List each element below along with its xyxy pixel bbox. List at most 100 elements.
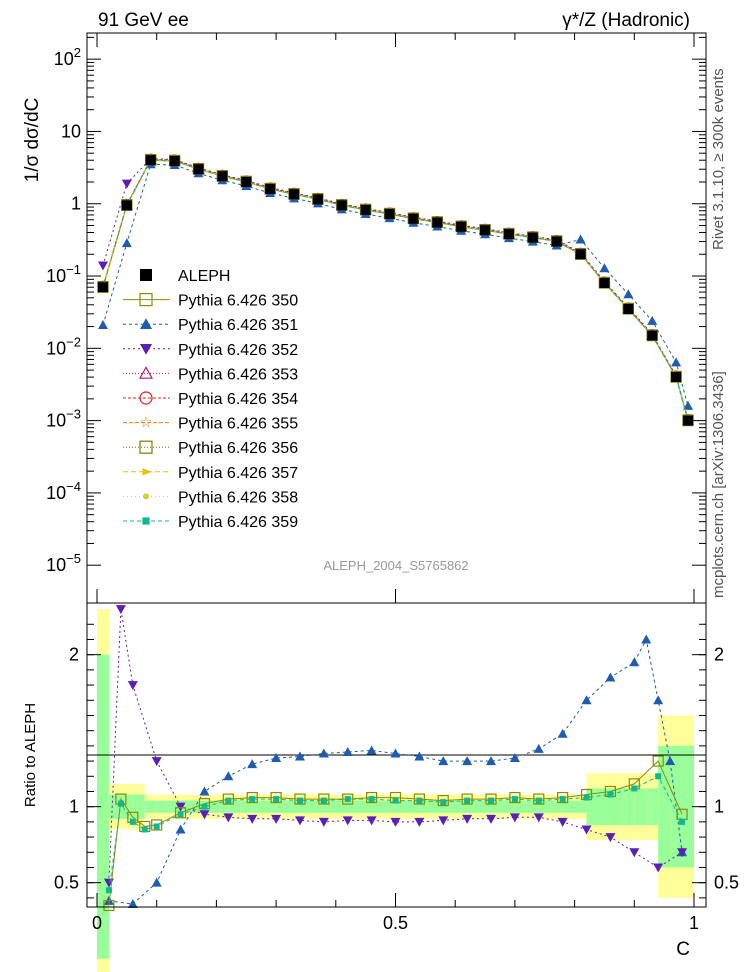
ratio-line-p359	[108, 775, 683, 891]
ratio-point-p359	[296, 797, 303, 804]
ratio-point-p352	[605, 833, 616, 843]
ratio-point-p352	[677, 848, 688, 858]
ratio-y-tick-label: 2	[69, 645, 79, 665]
ratio-point-p351	[223, 771, 234, 781]
ratio-point-p359	[201, 803, 208, 810]
ratio-band-green	[192, 800, 205, 813]
ratio-point-p351	[247, 759, 258, 769]
legend-label-p355: Pythia 6.426 355	[178, 416, 298, 433]
ratio-band-green	[144, 800, 157, 813]
ratio-point-p352	[342, 816, 353, 826]
ratio-band-green	[455, 800, 468, 813]
ratio-point-p351	[342, 746, 353, 756]
ratio-point-p351	[557, 728, 568, 738]
point-p352	[121, 179, 132, 189]
legend-marker-p357	[142, 468, 152, 476]
ratio-band-green	[598, 788, 611, 825]
ratio-band-green	[252, 800, 265, 813]
ratio-point-p350	[222, 793, 234, 805]
point-data	[336, 200, 347, 211]
x-tick-label: 0	[92, 913, 102, 933]
ratio-band-green	[491, 800, 503, 813]
ratio-point-p359	[177, 811, 184, 818]
ratio-point-p350	[509, 791, 521, 804]
point-data	[145, 155, 156, 166]
ratio-point-p352	[115, 605, 126, 615]
ratio-band-green	[383, 800, 396, 813]
legend-marker-p358	[143, 493, 149, 500]
ratio-band-green	[574, 800, 587, 813]
ratio-point-p351	[509, 753, 520, 763]
ratio-band-green	[347, 800, 360, 813]
ratio-line-p351	[108, 638, 683, 905]
point-p351	[671, 357, 682, 367]
ratio-band-green	[97, 654, 109, 959]
ratio-point-p351	[318, 748, 329, 758]
ratio-band-green	[431, 800, 444, 813]
ratio-point-p359	[153, 823, 160, 830]
legend-label-p356: Pythia 6.426 356	[178, 440, 298, 457]
ratio-point-p352	[294, 816, 305, 826]
ratio-band-green	[634, 788, 647, 825]
ratio-point-p352	[581, 825, 592, 835]
main-y-tick-label: 10−2	[46, 334, 81, 358]
legend-label-p358: Pythia 6.426 358	[178, 489, 298, 506]
ratio-band-green	[395, 800, 408, 813]
point-p352	[97, 261, 108, 271]
main-y-axis-label: 1/σ dσ/dC	[22, 98, 43, 183]
ratio-y-tick-label-right: 2	[714, 645, 724, 665]
ratio-point-p351	[533, 743, 544, 753]
ratio-point-p359	[631, 785, 638, 792]
ratio-band-green	[443, 800, 456, 813]
ratio-point-p350	[174, 807, 187, 819]
ratio-point-p350	[652, 755, 664, 767]
ratio-point-p352	[271, 814, 282, 824]
point-data	[683, 415, 694, 426]
ratio-point-p359	[464, 797, 471, 804]
ratio-point-p350	[437, 794, 449, 807]
ratio-point-p351	[665, 756, 676, 766]
ratio-point-p359	[105, 887, 112, 894]
ratio-y-tick-label: 1	[69, 797, 79, 817]
ratio-point-p351	[486, 756, 497, 766]
main-y-ticks: 102 10 1 10−1 10−2 10−3 10−4 10−5	[46, 36, 706, 575]
ratio-band-green	[228, 800, 241, 813]
ratio-point-p352	[366, 816, 377, 826]
ratio-point-p359	[440, 799, 447, 806]
ratio-band-green	[670, 745, 683, 868]
legend-label-p354: Pythia 6.426 354	[178, 391, 298, 408]
legend-marker-data	[140, 269, 152, 281]
point-p351	[121, 238, 132, 248]
ratio-point-p351	[605, 672, 616, 682]
point-data	[551, 236, 562, 247]
legend-marker-p359	[142, 517, 150, 525]
main-marks: ☆☆☆☆☆☆☆☆☆☆☆☆☆☆☆☆☆☆☆☆☆☆☆☆☆☆	[96, 153, 695, 427]
ratio-point-p359	[273, 796, 280, 803]
ratio-band-green	[299, 800, 312, 813]
main-y-tick-label: 10−5	[46, 551, 81, 575]
point-data	[121, 200, 132, 211]
point-data	[169, 156, 180, 167]
ratio-panel: 2 21 10.5 0.5 0 0.5 1 Ratio to ALEPH C	[22, 33, 739, 972]
ratio-x-ticks: 0 0.5 1	[92, 33, 699, 933]
ratio-point-p351	[581, 695, 592, 705]
legend-label-p359: Pythia 6.426 359	[178, 514, 298, 531]
ratio-band-green	[335, 800, 348, 813]
ratio-band-green	[371, 800, 384, 813]
side-text-bottom: mcplots.cern.ch [arXiv:1306.3436]	[710, 371, 727, 598]
ratio-band-green	[323, 800, 336, 813]
point-p351	[575, 234, 586, 244]
ratio-point-p352	[199, 810, 210, 820]
ratio-band-green	[108, 794, 121, 819]
ratio-point-p359	[416, 797, 423, 804]
ratio-y-axis-label: Ratio to ALEPH	[22, 703, 39, 807]
ratio-band-green	[586, 788, 599, 825]
ratio-point-p352	[557, 817, 568, 827]
ratio-point-p352	[462, 814, 473, 824]
ratio-band-green	[359, 800, 372, 813]
ratio-y-tick-label-right: 1	[714, 797, 724, 817]
legend-marker-p352	[140, 344, 152, 355]
ratio-point-p350	[557, 791, 569, 804]
ratio-band-green	[156, 800, 169, 813]
ratio-point-p350	[103, 899, 115, 912]
